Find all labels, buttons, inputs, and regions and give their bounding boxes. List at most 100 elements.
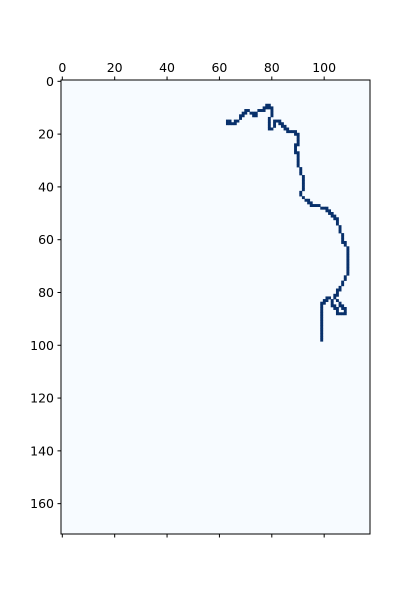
heatmap-cell <box>346 254 350 258</box>
y-tick-label: 40 <box>38 179 54 194</box>
heatmap-cell <box>338 230 342 234</box>
heatmap-cell <box>231 122 235 126</box>
y-tick-label: 140 <box>30 443 54 458</box>
heatmap-cell <box>239 116 242 120</box>
heatmap-cell <box>315 204 318 207</box>
heatmap-cell <box>338 304 342 308</box>
heatmap-cell <box>328 211 332 215</box>
heatmap-cell <box>333 217 337 221</box>
heatmap-cell <box>273 124 277 128</box>
heatmap-cell <box>343 241 347 244</box>
heatmap-cell <box>270 111 274 115</box>
heatmap-cell <box>267 122 271 126</box>
heatmap-cell <box>307 198 311 202</box>
heatmap-cell <box>330 304 334 308</box>
heatmap-cell <box>301 182 305 186</box>
heatmap-cell <box>239 114 242 118</box>
heatmap-cell <box>346 248 350 252</box>
heatmap-cell <box>301 180 305 184</box>
heatmap-cell <box>341 307 345 310</box>
heatmap-cell <box>296 153 300 157</box>
heatmap-cell <box>346 256 350 260</box>
heatmap-cell <box>267 106 271 110</box>
heatmap-cell <box>296 164 300 168</box>
heatmap-cell <box>286 127 290 131</box>
heatmap-cell <box>301 175 305 178</box>
heatmap-cell <box>304 198 308 202</box>
heatmap-cell <box>328 296 332 300</box>
heatmap-cell <box>320 322 324 326</box>
heatmap-cell <box>346 267 350 271</box>
heatmap-cell <box>333 214 337 218</box>
x-tick-label: 40 <box>159 60 175 75</box>
heatmap-cell <box>341 241 345 244</box>
heatmap-cell <box>283 127 287 131</box>
heatmap-cell <box>265 103 269 107</box>
heatmap-cell <box>335 293 339 297</box>
heatmap-cell <box>338 301 342 305</box>
heatmap-cell <box>330 214 334 218</box>
heatmap-cell <box>338 225 342 229</box>
heatmap-cell <box>343 309 347 313</box>
heatmap-cell <box>286 130 290 134</box>
heatmap-cell <box>338 312 342 316</box>
heatmap-cell <box>346 251 350 255</box>
heatmap-cell <box>241 111 245 115</box>
heatmap-cell <box>273 122 277 126</box>
heatmap-cell <box>335 291 339 295</box>
heatmap-cell <box>294 151 297 155</box>
heatmap-cell <box>296 135 300 139</box>
heatmap-cell <box>294 132 297 136</box>
heatmap-cell <box>270 114 274 118</box>
heatmap-cell <box>320 314 324 318</box>
heatmap-cell <box>296 161 300 165</box>
heatmap-cell <box>299 172 303 176</box>
heatmap-cell <box>296 132 300 136</box>
heatmap-cell <box>244 111 248 115</box>
heatmap-cell <box>294 143 297 147</box>
heatmap-cell <box>241 114 245 118</box>
heatmap-cell <box>291 130 295 134</box>
heatmap-cell <box>249 111 253 115</box>
y-tick-label: 100 <box>30 338 54 353</box>
heatmap-cell <box>296 159 300 163</box>
heatmap-cell <box>320 338 324 342</box>
y-tick-label: 160 <box>30 496 54 511</box>
heatmap-cell <box>301 185 305 189</box>
heatmap-cell <box>320 320 324 324</box>
heatmap-cell <box>267 124 271 128</box>
heatmap-cell <box>267 116 271 120</box>
heatmap-cell <box>309 201 313 205</box>
heatmap-cell <box>267 119 271 123</box>
heatmap-cell <box>273 119 277 123</box>
heatmap-cell <box>301 196 305 200</box>
heatmap-cell <box>335 307 339 310</box>
heatmap-cell <box>252 114 256 118</box>
heatmap-cell <box>320 333 324 337</box>
heatmap-cell <box>270 106 274 110</box>
heatmap-cell <box>228 122 232 126</box>
heatmap-cell <box>299 167 303 171</box>
heatmap-cell <box>280 124 284 128</box>
heatmap-cell <box>338 227 342 231</box>
heatmap-cell <box>322 206 326 210</box>
heatmap-cell <box>343 307 347 310</box>
heatmap-cell <box>328 209 332 213</box>
heatmap-cell <box>270 109 274 112</box>
heatmap-cell <box>322 299 326 303</box>
heatmap-cell <box>335 288 339 292</box>
heatmap-cell <box>343 277 347 281</box>
heatmap-cell <box>320 309 324 313</box>
heatmap-cell <box>233 119 237 123</box>
heatmap-cell <box>346 270 350 273</box>
heatmap-cell <box>299 193 303 197</box>
heatmap-cell <box>346 262 350 266</box>
heatmap-cell <box>294 145 297 149</box>
heatmap-cell <box>252 111 256 115</box>
heatmap-cell <box>320 206 324 210</box>
heatmap-cell <box>341 233 345 237</box>
pixel-layer <box>225 103 350 342</box>
heatmap-cell <box>320 304 324 308</box>
x-tick-label: 60 <box>211 60 227 75</box>
heatmap-cell <box>254 114 258 118</box>
